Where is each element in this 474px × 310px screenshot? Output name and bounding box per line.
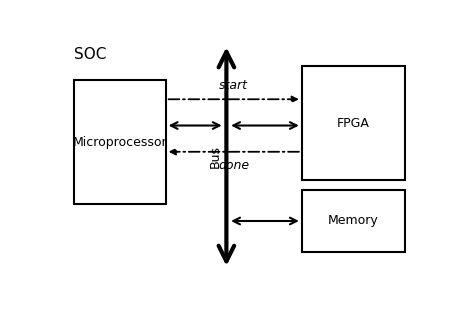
Text: FPGA: FPGA xyxy=(337,117,370,130)
Text: Microprocessor: Microprocessor xyxy=(73,136,167,149)
Bar xyxy=(301,190,405,252)
Text: SOC: SOC xyxy=(74,47,106,62)
Text: Bus: Bus xyxy=(209,145,222,168)
Text: start: start xyxy=(219,79,248,92)
Text: Memory: Memory xyxy=(328,215,379,228)
Bar xyxy=(74,80,166,204)
Text: done: done xyxy=(218,159,249,172)
Bar xyxy=(301,66,405,180)
